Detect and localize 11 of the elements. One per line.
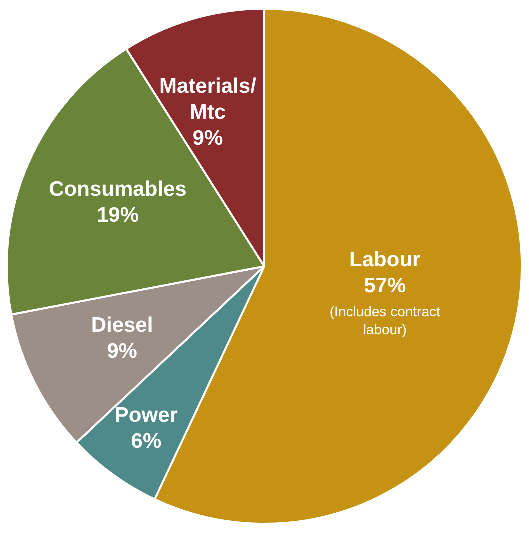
data-label: 19% (96, 204, 140, 227)
slice-label: Consumables (49, 178, 187, 201)
slice-label: Power (114, 404, 178, 427)
data-label: 9% (192, 126, 224, 150)
data-label: 9% (107, 340, 138, 363)
slice-label: Materials/Mtc (160, 74, 257, 124)
slice-label: Labour (350, 248, 421, 272)
slice-label: Diesel (91, 314, 154, 337)
data-label: 57% (364, 274, 406, 298)
text: (Includes contract labour) (330, 303, 440, 338)
data-label: 6% (131, 430, 162, 453)
